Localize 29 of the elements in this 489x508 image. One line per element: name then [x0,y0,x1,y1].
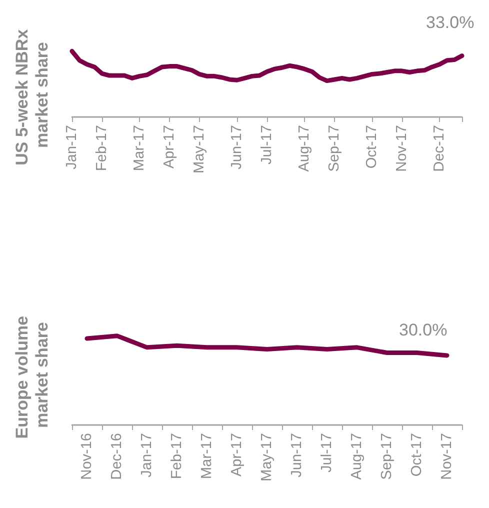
x-tick-label: May-17 [192,125,208,174]
x-tick-label: Oct-17 [364,125,380,169]
x-tick-label: Jul-17 [259,125,275,164]
x-tick-label: Feb-17 [94,125,110,171]
y-axis-title: US 5-week NBRx market share [12,24,52,166]
x-tick-label: Nov-16 [79,433,95,480]
x-tick-label: Jan-17 [64,125,80,170]
x-tick-label: Dec-16 [109,433,125,480]
x-tick-label: Mar-17 [199,433,215,479]
x-tick-label: Dec-17 [432,125,448,172]
x-tick-label: Jan-17 [139,433,155,478]
x-tick-label: Jun-17 [289,433,305,478]
x-tick-label: May-17 [259,433,275,482]
x-tick-label: Jul-17 [319,433,335,472]
x-tick-label: Aug-17 [349,433,365,480]
annotation: 30.0% [399,320,448,340]
x-tick-label: Aug-17 [296,125,312,172]
x-tick-label: Oct-17 [409,433,425,477]
x-tick-label: Jun-17 [229,125,245,170]
x-tick-label: Sep-17 [326,125,342,172]
text: 33.0% [426,12,474,32]
x-tick-label: Nov-17 [439,433,455,480]
x-tick-label: Apr-17 [229,433,245,477]
x-tick-label: Sep-17 [379,433,395,480]
x-tick-label: Apr-17 [162,125,178,169]
x-tick-label: Feb-17 [169,433,185,479]
x-tick-label: Mar-17 [132,125,148,171]
x-tick-label: Nov-17 [394,125,410,172]
y-axis-title: Europe volume market share [12,311,52,439]
